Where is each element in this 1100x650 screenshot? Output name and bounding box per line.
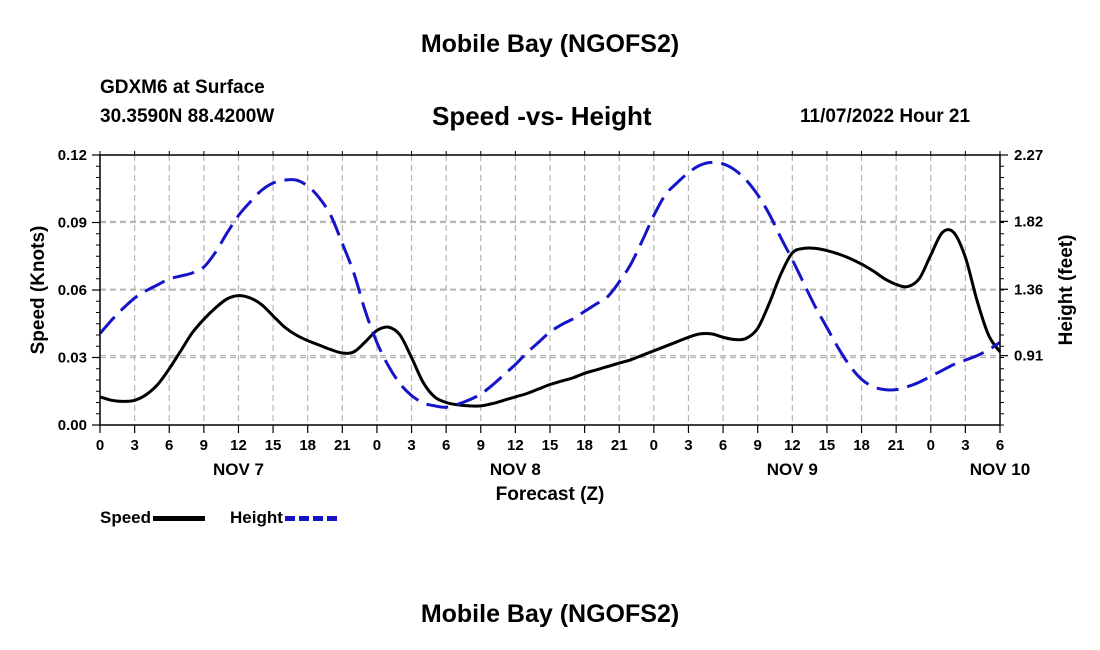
x-tick-label: 3 xyxy=(130,437,138,454)
y-tick-label-right: 2.27 xyxy=(1014,147,1043,164)
x-tick-label: 0 xyxy=(96,437,104,454)
x-tick-label: 3 xyxy=(961,437,969,454)
y-tick-label-right: 1.82 xyxy=(1014,213,1043,230)
forecast-timestamp: 11/07/2022 Hour 21 xyxy=(800,106,971,127)
x-tick-label: 6 xyxy=(719,437,727,454)
y-tick-label-left: 0.09 xyxy=(58,215,87,232)
main-title: Mobile Bay (NGOFS2) xyxy=(420,30,680,58)
x-tick-label: 21 xyxy=(888,437,905,454)
legend-height-label: Height xyxy=(230,508,283,527)
x-tick-label: 15 xyxy=(819,437,836,454)
x-tick-label: 0 xyxy=(373,437,381,454)
series-layer xyxy=(98,160,1002,409)
station-coordinates: 30.3590N 88.4200W xyxy=(100,106,275,127)
y-tick-label-left: 0.03 xyxy=(58,350,87,367)
station-label: GDXM6 at Surface xyxy=(100,77,265,98)
x-tick-label: 6 xyxy=(996,437,1004,454)
x-tick-label: 3 xyxy=(407,437,415,454)
y-axis-title-left: Speed (Knots) xyxy=(28,226,49,355)
legend-speed-swatch xyxy=(153,516,206,522)
y-tick-label-right: 1.36 xyxy=(1014,281,1043,298)
x-tick-label: 15 xyxy=(265,437,282,454)
series-line-height xyxy=(98,160,1001,409)
legend-speed-label: Speed xyxy=(100,508,152,527)
y-axis-title-right: Height (feet) xyxy=(1056,235,1077,346)
x-day-label: NOV 9 xyxy=(767,460,818,479)
chart-title: Speed -vs- Height xyxy=(432,101,652,131)
x-tick-label: 0 xyxy=(927,437,935,454)
y-tick-label-right: 0.91 xyxy=(1014,348,1043,365)
x-tick-label: 18 xyxy=(299,437,316,454)
x-tick-label: 6 xyxy=(442,437,450,454)
x-tick-label: 9 xyxy=(754,437,762,454)
legend-height-swatch xyxy=(284,516,337,522)
x-tick-label: 21 xyxy=(611,437,628,454)
x-tick-label: 0 xyxy=(650,437,658,454)
y-tick-label-left: 0.12 xyxy=(58,147,87,164)
x-tick-label: 12 xyxy=(784,437,801,454)
legend-height: Height xyxy=(230,508,337,528)
x-day-label: NOV 7 xyxy=(213,460,264,479)
legend-speed: Speed xyxy=(100,508,206,528)
y-tick-label-left: 0.06 xyxy=(58,282,87,299)
x-tick-label: 12 xyxy=(507,437,524,454)
x-tick-label: 9 xyxy=(477,437,485,454)
x-tick-label: 21 xyxy=(334,437,351,454)
grid xyxy=(100,155,1000,425)
bottom-title: Mobile Bay (NGOFS2) xyxy=(420,600,680,628)
x-tick-label: 18 xyxy=(576,437,593,454)
series-line-speed xyxy=(99,228,1002,408)
x-tick-label: 15 xyxy=(542,437,559,454)
x-tick-label: 18 xyxy=(853,437,870,454)
x-tick-label: 6 xyxy=(165,437,173,454)
y-tick-label-left: 0.00 xyxy=(58,417,87,434)
x-day-label: NOV 10 xyxy=(970,460,1030,479)
x-tick-label: 3 xyxy=(684,437,692,454)
x-day-label: NOV 8 xyxy=(490,460,541,479)
x-axis-title: Forecast (Z) xyxy=(496,484,605,505)
x-tick-label: 12 xyxy=(230,437,247,454)
x-tick-label: 9 xyxy=(200,437,208,454)
axes: 0 3 6 9 12 15 18 21 0 3 6 9 12 15 18 21 0 3 6 9 12 15 18 21 0 3 6 N… xyxy=(58,147,1043,479)
